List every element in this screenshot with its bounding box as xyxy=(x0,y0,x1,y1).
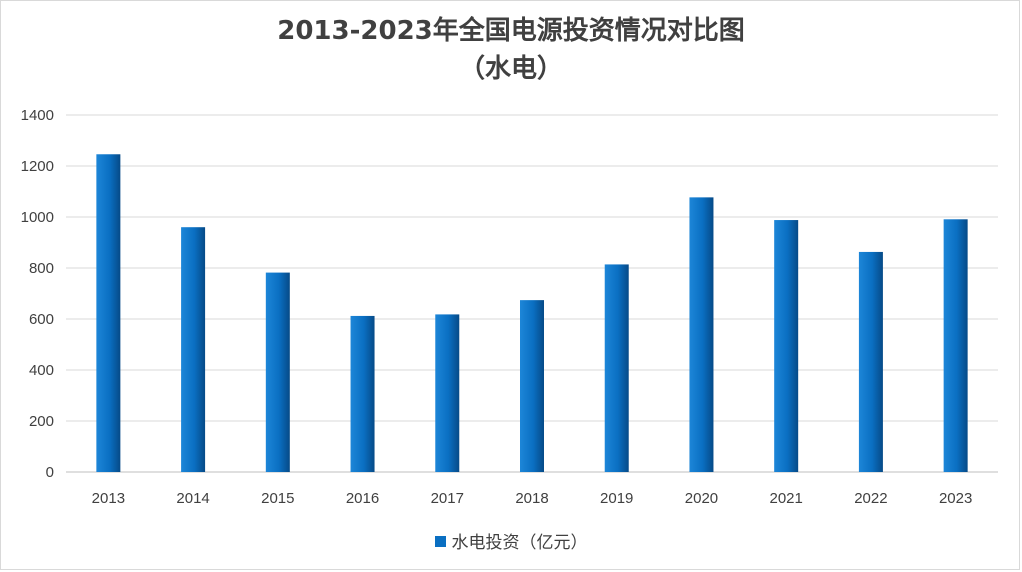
x-tick-label: 2015 xyxy=(261,490,294,507)
bars xyxy=(96,154,968,473)
y-tick-label: 200 xyxy=(29,413,54,430)
x-tick-label: 2021 xyxy=(769,490,802,507)
x-tick-label: 2020 xyxy=(685,490,718,507)
bar-2016 xyxy=(350,315,375,472)
y-tick-label: 1200 xyxy=(21,158,54,175)
x-tick-label: 2019 xyxy=(600,490,633,507)
x-tick-label: 2018 xyxy=(515,490,548,507)
bar-2017 xyxy=(435,314,460,472)
x-tick-label: 2023 xyxy=(939,490,972,507)
bar-2015 xyxy=(265,272,290,472)
chart-subtitle: （水电） xyxy=(458,54,563,84)
x-tick-label: 2017 xyxy=(431,490,464,507)
legend-label: 水电投资（亿元） xyxy=(451,533,588,553)
bar-2023 xyxy=(943,219,968,472)
bar-2013 xyxy=(96,154,121,472)
x-tick-label: 2013 xyxy=(92,490,125,507)
y-tick-label: 800 xyxy=(29,260,54,277)
y-tick-label: 1000 xyxy=(21,209,54,226)
bar-2014 xyxy=(181,227,206,472)
bar-2022 xyxy=(858,251,883,472)
x-axis-ticks: 2013 2014 2015 2016 2017 2018 2019 2020 2021 2022… xyxy=(92,490,973,507)
bar-2018 xyxy=(520,300,544,472)
y-tick-label: 0 xyxy=(46,464,54,481)
legend-swatch xyxy=(434,535,446,547)
y-axis-ticks: 0 200 400 600 800 1000 1200 1400 xyxy=(21,107,54,481)
y-tick-label: 600 xyxy=(29,311,54,328)
chart-title: 2013-2023年全国电源投资情况对比图 xyxy=(277,16,745,46)
bar-2020 xyxy=(689,197,714,473)
bar-2021 xyxy=(774,220,799,472)
y-tick-label: 1400 xyxy=(21,107,54,124)
x-tick-label: 2022 xyxy=(854,490,887,507)
x-tick-label: 2014 xyxy=(176,490,209,507)
x-tick-label: 2016 xyxy=(346,490,379,507)
legend: 水电投资（亿元） xyxy=(0,528,1022,553)
y-tick-label: 400 xyxy=(29,362,54,379)
bar-2019 xyxy=(604,264,629,472)
